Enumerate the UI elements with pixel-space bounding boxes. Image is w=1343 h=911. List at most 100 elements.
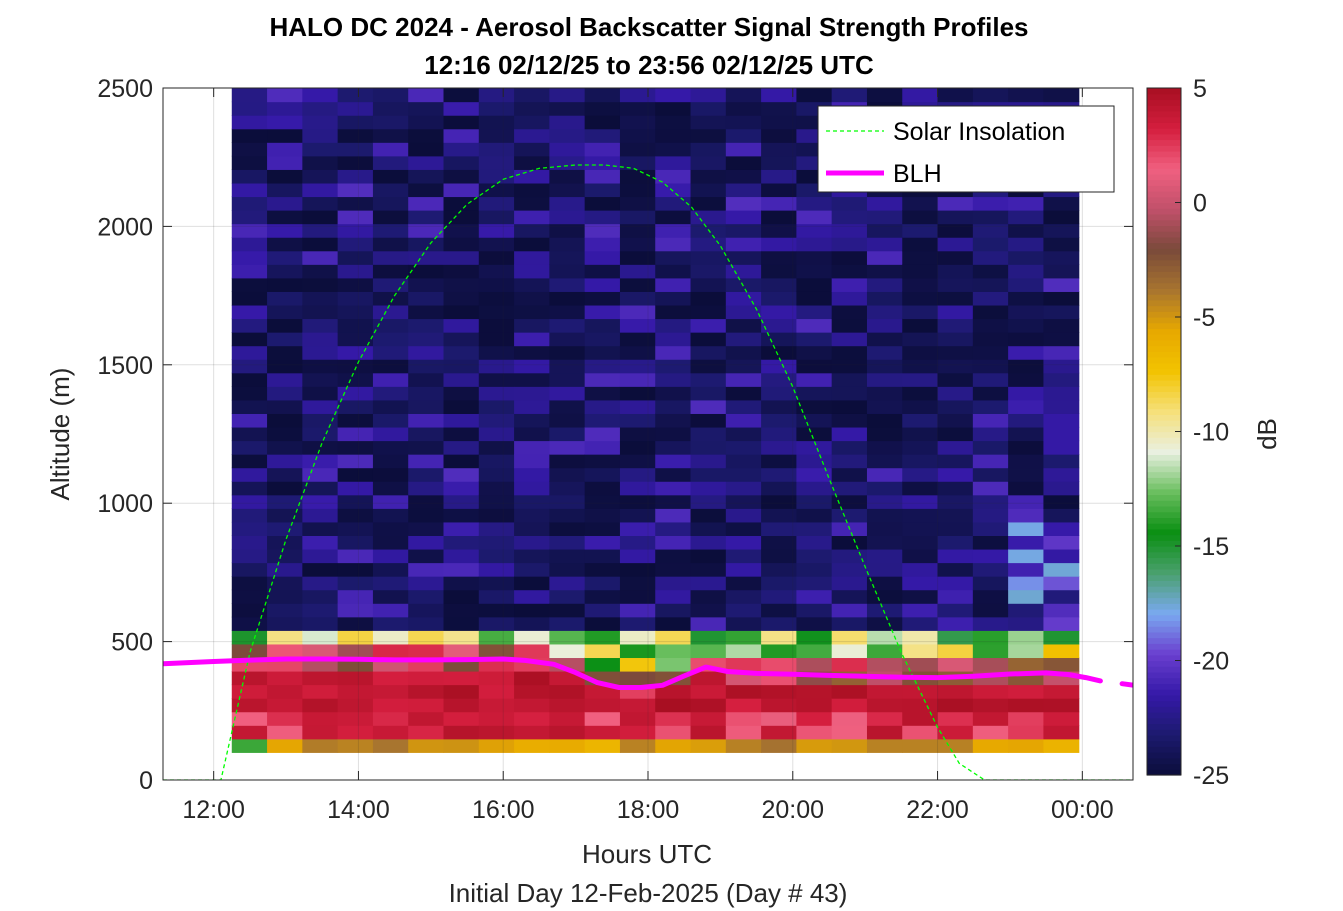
heatmap-cell (761, 115, 797, 130)
heatmap-cell (690, 264, 727, 279)
heatmap-cell (514, 670, 550, 686)
heatmap-cell (761, 332, 797, 347)
heatmap-cell (725, 454, 762, 469)
heatmap-cell (231, 169, 268, 184)
heatmap-cell (725, 616, 762, 631)
heatmap-cell (725, 535, 762, 550)
heatmap-cell (761, 304, 797, 320)
heatmap-cell (937, 304, 974, 320)
heatmap-cell (1043, 372, 1080, 387)
heatmap-cell (302, 264, 339, 279)
heatmap-cell (725, 169, 762, 184)
heatmap-cell (655, 182, 692, 198)
heatmap-cell (619, 142, 656, 157)
colorbar-segment (1147, 110, 1181, 118)
heatmap-cell (267, 142, 303, 157)
heatmap-cell (866, 481, 903, 496)
heatmap-cell (478, 128, 515, 143)
heatmap-cell (231, 698, 268, 713)
heatmap-cell (408, 481, 445, 496)
heatmap-cell (831, 738, 868, 753)
heatmap-cell (655, 386, 692, 401)
heatmap-cell (796, 88, 833, 103)
colorbar-segment (1147, 568, 1181, 576)
heatmap-cell (690, 304, 727, 320)
heatmap-cell (584, 616, 621, 631)
heatmap-cell (337, 494, 374, 509)
colorbar-segment (1147, 626, 1181, 633)
heatmap-cell (584, 359, 621, 374)
heatmap-cell (655, 454, 692, 469)
heatmap-cell (831, 576, 868, 591)
heatmap-cell (478, 359, 515, 374)
heatmap-cell (902, 738, 939, 753)
heatmap-cell (619, 562, 656, 577)
heatmap-cell (1008, 210, 1045, 225)
heatmap-cell (337, 576, 374, 591)
heatmap-cell (267, 88, 303, 103)
heatmap-cell (478, 521, 515, 536)
heatmap-cell (478, 738, 515, 753)
heatmap-cell (337, 277, 374, 292)
heatmap-cell (549, 182, 586, 198)
heatmap-cell (655, 698, 692, 713)
heatmap-cell (902, 684, 939, 699)
colorbar-segment (1147, 242, 1181, 249)
heatmap-cell (443, 264, 480, 279)
heatmap-cell (690, 413, 727, 428)
heatmap-cell (408, 304, 445, 320)
plot-area[interactable]: 12:00 14:00 16:00 18:00 20:00 22:00 00:00 0 500 1… (97, 75, 1134, 824)
heatmap-cell (655, 711, 692, 726)
heatmap-cell (408, 521, 445, 536)
heatmap-cell (655, 603, 692, 618)
heatmap-cell (831, 210, 868, 225)
heatmap-cell (443, 169, 480, 184)
heatmap-cell (619, 182, 656, 198)
heatmap-cell (231, 440, 268, 455)
heatmap-cell (690, 589, 727, 604)
heatmap-cell (972, 264, 1009, 279)
heatmap-cell (231, 643, 268, 659)
heatmap-cell (302, 684, 339, 699)
heatmap-cell (972, 291, 1009, 306)
colorbar-segment (1147, 351, 1181, 358)
colorbar-segment (1147, 694, 1181, 702)
colorbar-segment (1147, 379, 1181, 387)
heatmap-cell (408, 738, 445, 753)
colorbar-segment (1147, 374, 1181, 381)
heatmap-cell (937, 643, 974, 659)
colorbar-segment (1147, 649, 1181, 656)
colorbar-segment (1147, 603, 1181, 610)
heatmap-cell (619, 169, 656, 184)
heatmap-cell (443, 589, 480, 604)
heatmap-cell (902, 264, 939, 279)
heatmap-cell (408, 237, 445, 252)
heatmap-cell (478, 494, 515, 509)
heatmap-cell (831, 196, 868, 211)
heatmap-cell (831, 88, 868, 103)
heatmap-cell (725, 264, 762, 279)
colorbar-segment (1147, 586, 1181, 593)
heatmap-cell (866, 264, 903, 279)
colorbar-segment (1147, 402, 1181, 410)
heatmap-cell (549, 304, 586, 320)
heatmap-cell (1043, 467, 1080, 482)
x-tick-label: 14:00 (327, 796, 390, 824)
heatmap-cell (549, 630, 586, 645)
heatmap-cell (372, 562, 409, 577)
heatmap-cell (866, 223, 903, 238)
heatmap-cell (1008, 332, 1045, 347)
heatmap-cell (831, 413, 868, 428)
heatmap-cell (902, 237, 939, 252)
heatmap-cell (231, 142, 268, 157)
heatmap-cell (866, 508, 903, 523)
heatmap-cell (725, 711, 762, 726)
heatmap-cell (655, 467, 692, 482)
heatmap-cell (655, 372, 692, 387)
heatmap-cell (619, 332, 656, 347)
colorbar-segment (1147, 317, 1181, 324)
heatmap-cell (478, 643, 515, 659)
heatmap-cell (231, 359, 268, 374)
heatmap-cell (478, 576, 515, 591)
heatmap-cell (866, 657, 903, 672)
